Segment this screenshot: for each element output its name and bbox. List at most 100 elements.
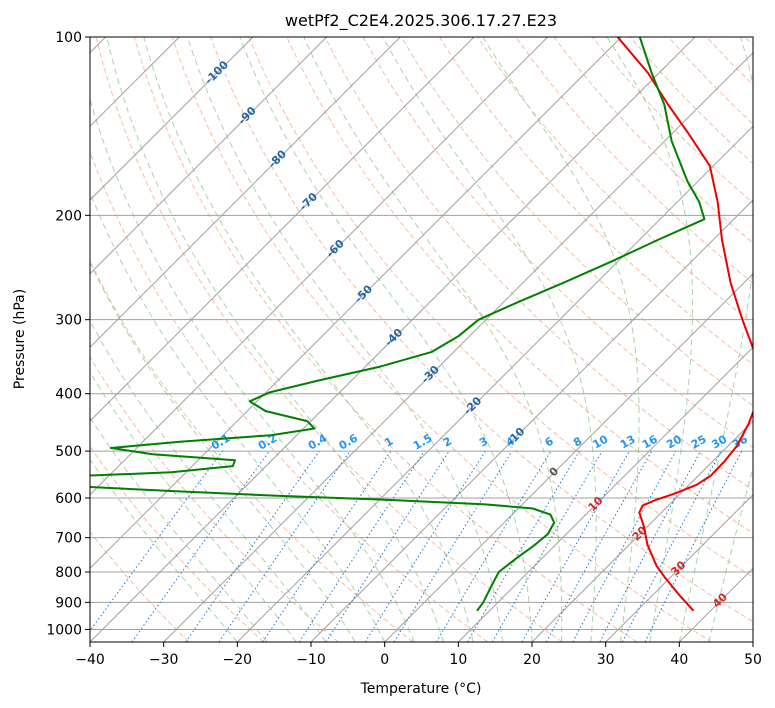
dry-adiabat-line <box>210 37 753 623</box>
isotherm-label: 10 <box>586 494 606 514</box>
mixing-ratio-label: 1 <box>382 435 395 450</box>
plot-frame <box>89 36 754 643</box>
x-tick-label: 30 <box>597 652 615 668</box>
isotherm-line <box>457 346 753 642</box>
moist-adiabat-line <box>382 37 597 642</box>
mixing-ratio-line <box>644 450 743 642</box>
moist-adiabat-line <box>90 370 297 642</box>
moist-adiabat-line <box>482 37 640 642</box>
mixing-ratio-label: 6 <box>543 434 556 449</box>
mixing-ratio-label: 30 <box>709 432 729 451</box>
dry-adiabat-line <box>133 37 638 642</box>
y-tick-label: 700 <box>55 531 82 547</box>
y-tick-label: 900 <box>55 595 82 611</box>
mixing-ratio-label: 25 <box>689 433 709 452</box>
isotherm-line <box>163 51 753 642</box>
mixing-ratio-label: 10 <box>591 432 611 451</box>
mixing-ratio-label: 1.5 <box>411 432 434 453</box>
dry-adiabat-line <box>90 356 339 642</box>
x-tick-label: 20 <box>523 652 541 668</box>
dry-adiabat-line <box>553 37 753 244</box>
y-tick-label: 100 <box>55 30 82 46</box>
mixing-ratio-line <box>545 450 653 642</box>
mixing-ratio-line <box>185 450 320 642</box>
x-tick-label: −40 <box>75 652 105 668</box>
isotherm-line <box>531 420 753 642</box>
y-tick-label: 400 <box>55 387 82 403</box>
isotherm-line <box>90 37 254 201</box>
isotherm-line <box>384 272 753 642</box>
mixing-ratio-label: 8 <box>571 435 584 450</box>
moist-adiabat-line <box>606 37 694 642</box>
mixing-ratio-line <box>90 450 223 632</box>
mixing-ratio-label: 0.1 <box>209 432 232 453</box>
chart-title: wetPf2_C2E4.2025.306.17.27.E23 <box>285 11 557 31</box>
x-tick-label: −30 <box>149 652 179 668</box>
moist-adiabat-line <box>90 190 386 642</box>
dry-adiabat-line <box>324 37 753 491</box>
dry-adiabat-line <box>90 531 190 642</box>
axes: −40 −30 −20 −10 0 10 20 30 40 5010020030040050060… <box>46 30 762 668</box>
dry-adiabat-line <box>362 37 753 449</box>
y-tick-label: 800 <box>55 565 82 581</box>
mixing-ratio-line <box>262 450 392 642</box>
isotherm-line <box>678 567 753 642</box>
mixing-ratio-line <box>393 450 513 642</box>
mixing-ratio-label: 13 <box>618 433 638 452</box>
x-tick-label: 40 <box>670 652 688 668</box>
mixing-ratio-line <box>218 450 351 642</box>
moist-adiabat-line <box>90 261 356 642</box>
x-tick-label: 0 <box>380 652 389 668</box>
dry-adiabat-line <box>706 37 753 86</box>
y-tick-label: 600 <box>55 491 82 507</box>
isotherm-line <box>90 37 475 422</box>
dry-adiabat-line <box>248 37 753 578</box>
moist-adiabat-line <box>239 37 533 642</box>
y-tick-label: 300 <box>55 313 82 329</box>
moist-adiabat-line <box>90 458 238 642</box>
mixing-ratio-line <box>467 450 580 642</box>
mixing-ratio-line <box>298 450 425 642</box>
y-axis-label: Pressure (hPa) <box>12 289 28 389</box>
isotherm-line <box>605 493 753 642</box>
temperature-series-line <box>616 37 753 612</box>
isotherm-line <box>90 37 401 349</box>
background-lines <box>90 37 753 642</box>
dry-adiabat-line <box>90 445 264 642</box>
dry-adiabat-line <box>438 37 753 366</box>
mixing-ratio-label: 3 <box>477 435 490 450</box>
moist-adiabat-line <box>90 416 268 642</box>
isotherm-line <box>90 37 622 570</box>
dry-adiabat-line <box>90 150 488 642</box>
isotherm-line <box>90 37 549 496</box>
isotherm-line <box>752 641 753 642</box>
moist-adiabat-line <box>187 37 503 642</box>
isotherm-line <box>90 37 328 275</box>
mixing-ratio-line <box>131 450 270 642</box>
dry-adiabat-line <box>400 37 753 407</box>
x-tick-label: −20 <box>223 652 253 668</box>
mixing-ratio-line <box>325 450 450 642</box>
isotherm-line <box>310 199 753 642</box>
moist-adiabat-line <box>106 37 445 642</box>
y-tick-label: 1000 <box>46 622 82 638</box>
moist-adiabat-line <box>143 37 474 642</box>
x-tick-label: 50 <box>744 652 762 668</box>
y-tick-label: 500 <box>55 444 82 460</box>
mixing-ratio-line <box>521 450 630 642</box>
mixing-ratio-label: 36 <box>730 432 750 451</box>
dry-adiabat-line <box>90 259 414 642</box>
x-axis-label: Temperature (°C) <box>360 681 482 697</box>
sounding-series <box>90 37 753 612</box>
isotherm-line <box>236 125 753 642</box>
mixing-ratio-label: 0.4 <box>306 431 330 452</box>
moist-adiabat-line <box>678 37 753 642</box>
moist-adiabat-line <box>303 37 563 642</box>
x-tick-label: −10 <box>296 652 326 668</box>
moist-adiabat-line <box>90 320 327 642</box>
x-tick-label: 10 <box>449 652 467 668</box>
y-tick-label: 200 <box>55 208 82 224</box>
dry-adiabat-line <box>515 37 753 284</box>
mixing-ratio-line <box>599 450 701 642</box>
isotherm-line <box>90 37 696 642</box>
